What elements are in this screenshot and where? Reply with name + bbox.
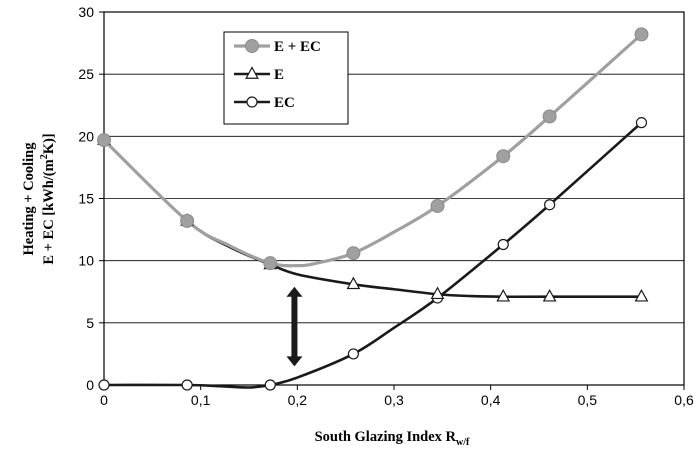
data-point-ec xyxy=(497,238,509,251)
data-point-e-plus-ec xyxy=(180,213,195,228)
x-tick-labels: 0 0,1 0,2 0,3 0,4 0,5 0,6 xyxy=(100,392,694,408)
data-point-e xyxy=(346,276,361,290)
legend-label-e-plus-ec: E + EC xyxy=(274,39,321,55)
x-axis-title: South Glazing Index Rw/f xyxy=(315,429,470,448)
y-tick-label: 0 xyxy=(86,377,94,393)
x-tick-label: 0 xyxy=(100,392,108,408)
y-tick-label: 25 xyxy=(78,66,94,82)
data-point-e xyxy=(430,286,445,300)
x-axis-title-main: South Glazing Index R xyxy=(315,429,457,445)
data-point-ec xyxy=(181,379,193,391)
legend-marker-e-plus-ec xyxy=(245,39,259,53)
x-tick-label: 0,2 xyxy=(288,392,308,408)
legend-marker-ec xyxy=(246,96,258,108)
data-point-e-plus-ec xyxy=(634,27,649,42)
y-axis-title-line2-main: E + EC [kWh/(m xyxy=(41,159,57,264)
annotation-arrow xyxy=(286,286,303,367)
data-point-e-plus-ec xyxy=(263,256,278,271)
y-tick-label: 5 xyxy=(86,315,94,331)
y-axis-title-line2-end: K)] xyxy=(41,133,57,154)
data-point-ec xyxy=(264,379,276,391)
y-tick-label: 10 xyxy=(78,253,94,269)
x-tick-label: 0,5 xyxy=(578,392,598,408)
series-lines xyxy=(102,33,643,389)
y-tick-label: 30 xyxy=(78,4,94,20)
data-point-ec xyxy=(98,379,110,391)
gridlines xyxy=(104,11,684,324)
data-point-e-plus-ec xyxy=(97,133,111,148)
legend: E + EC E EC xyxy=(223,31,349,125)
x-axis-title-subscript: w/f xyxy=(456,437,470,448)
y-tick-labels: 0 5 10 15 20 25 30 xyxy=(78,4,94,393)
data-point-e-plus-ec xyxy=(542,109,557,124)
x-tick-label: 0,6 xyxy=(674,392,694,408)
series-line-ec xyxy=(103,121,643,389)
data-point-ec xyxy=(635,117,648,129)
x-tick-label: 0,1 xyxy=(191,392,211,408)
data-point-e xyxy=(634,288,649,302)
y-axis-title-line2: E + EC [kWh/(m2K)] xyxy=(39,133,57,264)
y-axis-title-line1: Heating + Cooling xyxy=(21,142,37,256)
series-line-e-plus-ec xyxy=(102,33,643,268)
data-point-e xyxy=(496,288,511,302)
y-tick-label: 15 xyxy=(78,191,94,207)
y-axis-title-superscript: 2 xyxy=(39,154,50,159)
data-point-ec xyxy=(544,199,556,211)
y-tick-label: 20 xyxy=(78,128,94,144)
x-tick-label: 0,4 xyxy=(481,392,501,408)
double-arrow-head-down xyxy=(286,356,303,367)
plot-frame xyxy=(99,11,685,390)
data-point-ec xyxy=(347,348,359,360)
legend-label-e: E xyxy=(274,67,284,83)
series-markers xyxy=(97,27,649,391)
data-point-e-plus-ec xyxy=(346,246,361,261)
legend-marker-e xyxy=(245,66,259,79)
legend-label-ec: EC xyxy=(274,95,295,111)
x-tick-label: 0,3 xyxy=(384,392,404,408)
double-arrow-head-up xyxy=(286,286,303,297)
data-point-e-plus-ec xyxy=(496,149,511,164)
data-point-e-plus-ec xyxy=(430,198,445,213)
data-point-e xyxy=(542,288,557,302)
